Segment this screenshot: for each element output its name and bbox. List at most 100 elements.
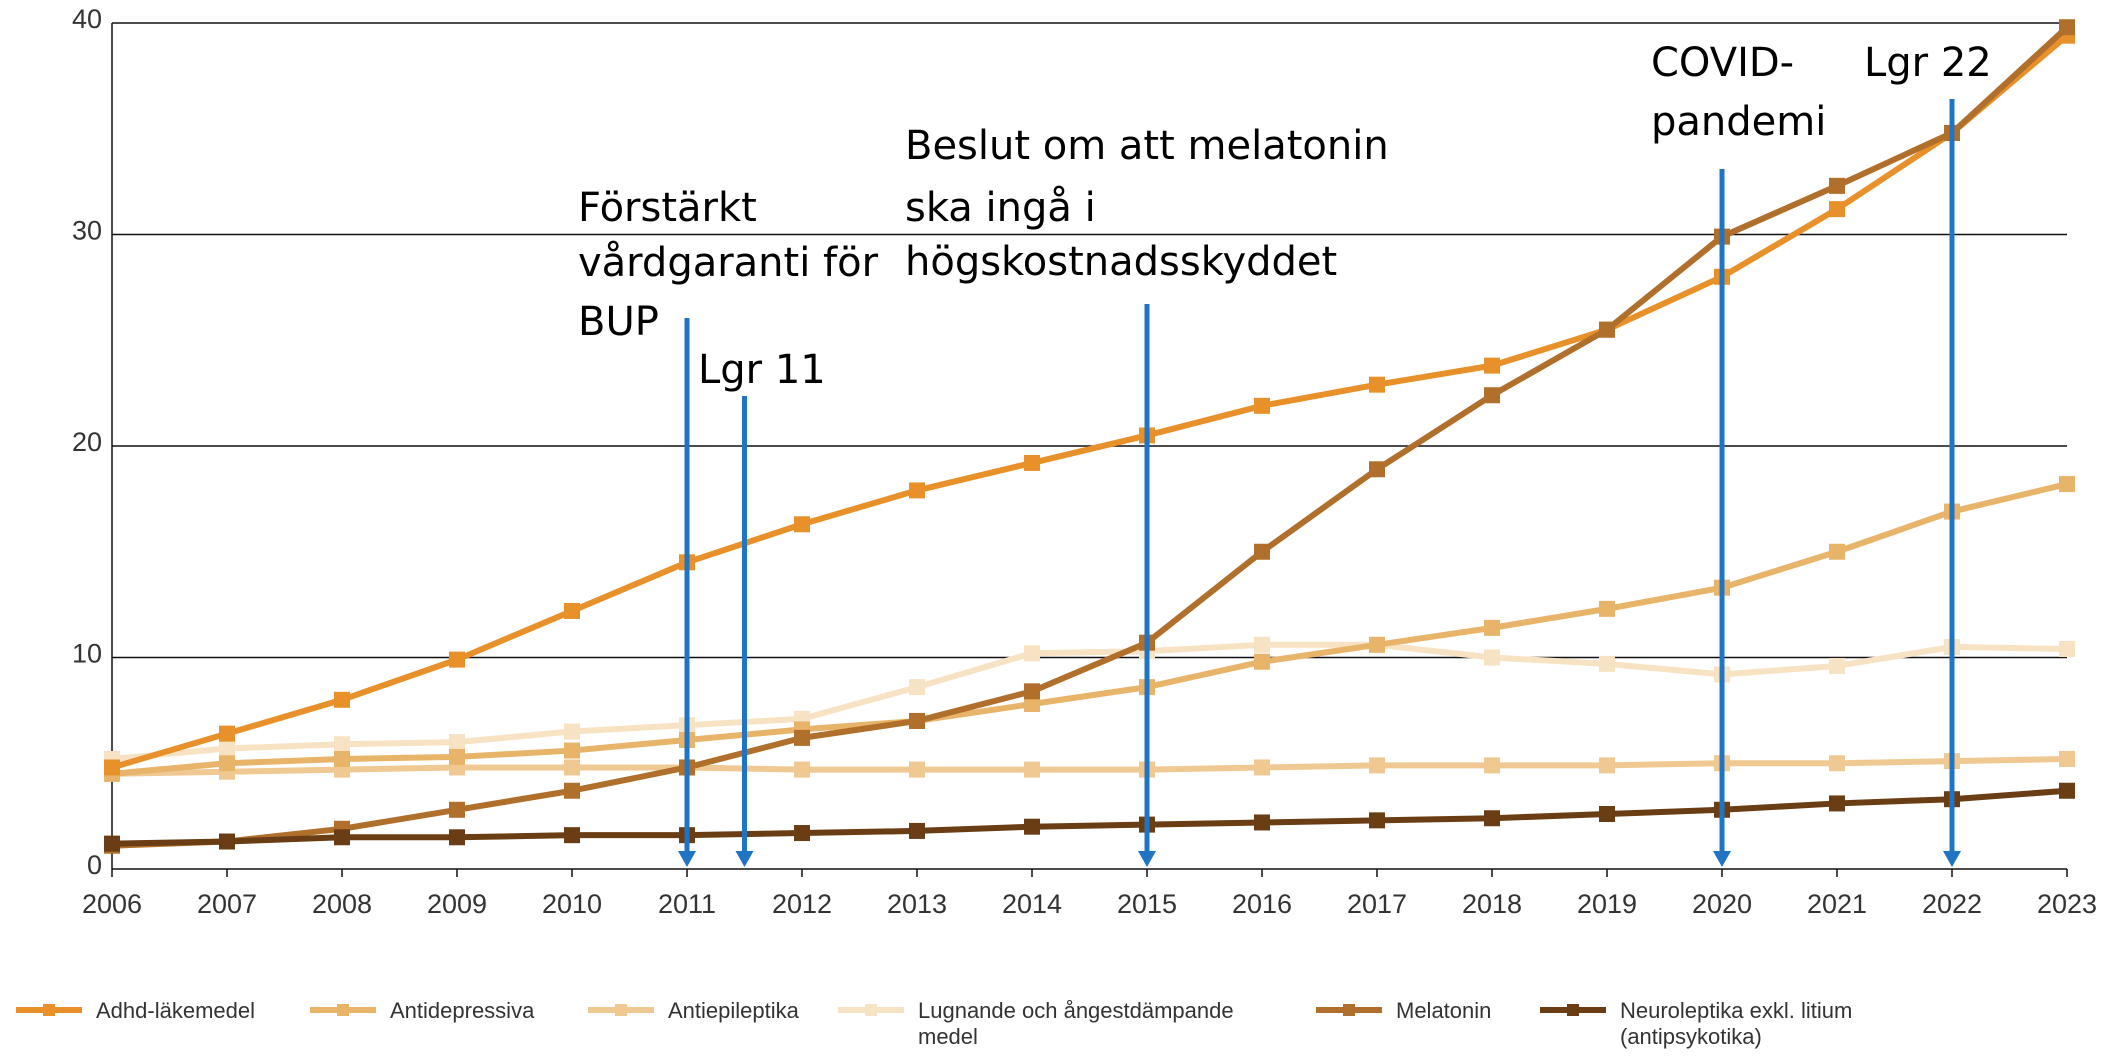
point: [1484, 357, 1500, 374]
point: [1369, 376, 1385, 393]
point: [1484, 757, 1500, 774]
point: [564, 723, 580, 740]
point: [1484, 810, 1500, 827]
point: [1254, 397, 1270, 414]
point: [1024, 818, 1040, 835]
point: [794, 516, 810, 533]
point: [564, 782, 580, 799]
x-tick-label: 2012: [772, 889, 832, 919]
x-tick-label: 2022: [1922, 889, 1982, 919]
point: [449, 651, 465, 668]
legend-item: Adhd-läkemedel: [16, 998, 266, 1024]
point: [449, 829, 465, 846]
point: [1829, 543, 1845, 560]
point: [1024, 696, 1040, 713]
legend-swatch: [1316, 1004, 1382, 1016]
legend-item: Antidepressiva: [310, 998, 550, 1024]
point: [449, 801, 465, 818]
x-tick-label: 2009: [427, 889, 487, 919]
point: [334, 829, 350, 846]
point: [2059, 782, 2075, 799]
point: [449, 734, 465, 751]
legend-item: Neuroleptika exkl. litium (antipsykotika…: [1540, 998, 1960, 1050]
x-tick-label: 2020: [1692, 889, 1752, 919]
annotation-text: Förstärkt: [578, 185, 757, 231]
point: [104, 835, 120, 852]
legend-swatch: [16, 1004, 82, 1016]
point: [1254, 543, 1270, 560]
point: [1369, 757, 1385, 774]
point: [564, 742, 580, 759]
point: [219, 740, 235, 757]
point: [1599, 600, 1615, 617]
point: [1024, 761, 1040, 778]
arrow-head: [735, 851, 754, 867]
x-tick-label: 2006: [82, 889, 142, 919]
series-line: [111, 481, 2068, 777]
annotation-text: Lgr 22: [1864, 40, 1992, 86]
y-tick-label: 30: [72, 216, 102, 246]
x-tick-label: 2013: [887, 889, 947, 919]
point: [1829, 657, 1845, 674]
point: [219, 725, 235, 742]
legend-swatch: [838, 1004, 904, 1016]
point: [1484, 619, 1500, 636]
point: [1599, 655, 1615, 672]
point: [1024, 454, 1040, 471]
point: [794, 729, 810, 746]
point: [104, 759, 120, 776]
point: [449, 748, 465, 765]
x-tick-label: 2016: [1232, 889, 1292, 919]
point: [564, 602, 580, 619]
point: [334, 736, 350, 753]
y-tick-label: 0: [87, 850, 102, 880]
annotation-text: ska ingå i: [905, 185, 1096, 231]
point: [1254, 759, 1270, 776]
x-tick-label: 2021: [1807, 889, 1867, 919]
y-tick-label: 40: [72, 4, 102, 34]
point: [1254, 636, 1270, 653]
series-line: [111, 33, 2069, 771]
annotation-text: BUP: [578, 299, 659, 345]
point: [1024, 645, 1040, 662]
x-tick-label: 2008: [312, 889, 372, 919]
legend-item: Lugnande och ångestdämpande medel: [838, 998, 1278, 1050]
point: [1829, 795, 1845, 812]
annotation-text: högskostnadsskyddet: [905, 239, 1337, 285]
arrow-head: [1943, 851, 1961, 867]
point: [564, 759, 580, 776]
annotation-text: COVID-: [1651, 40, 1794, 86]
point: [794, 761, 810, 778]
point: [1484, 649, 1500, 666]
y-tick-label: 20: [72, 427, 102, 457]
legend-label: Antidepressiva: [390, 998, 535, 1023]
y-tick-label: 10: [72, 639, 102, 669]
chart: 0 10 20 30 40 2006 2007 2008 2009 2010 2011 2012 201…: [72, 4, 2097, 919]
legend-item: Antiepileptika: [588, 998, 808, 1024]
x-tick-label: 2011: [658, 889, 716, 919]
point: [1369, 636, 1385, 653]
point: [564, 827, 580, 844]
point: [1829, 755, 1845, 772]
point: [1254, 653, 1270, 670]
legend-item: Melatonin: [1316, 998, 1516, 1024]
x-tick-label: 2019: [1577, 889, 1637, 919]
legend-label: Antiepileptika: [668, 998, 799, 1023]
legend-swatch: [310, 1004, 376, 1016]
point: [2059, 641, 2075, 658]
point: [909, 712, 925, 729]
x-tick-label: 2023: [2037, 889, 2097, 919]
point: [909, 482, 925, 499]
legend-swatch: [588, 1004, 654, 1016]
legend-label: Lugnande och ångestdämpande medel: [918, 998, 1234, 1049]
annotation-text: Lgr 11: [698, 347, 826, 393]
point: [1024, 683, 1040, 700]
arrow-head: [1138, 851, 1156, 867]
point: [909, 761, 925, 778]
legend-label: Adhd-läkemedel: [96, 998, 255, 1023]
arrow-head: [678, 851, 696, 867]
point: [794, 825, 810, 842]
point: [2059, 751, 2075, 768]
point: [1829, 177, 1845, 194]
point: [219, 833, 235, 850]
